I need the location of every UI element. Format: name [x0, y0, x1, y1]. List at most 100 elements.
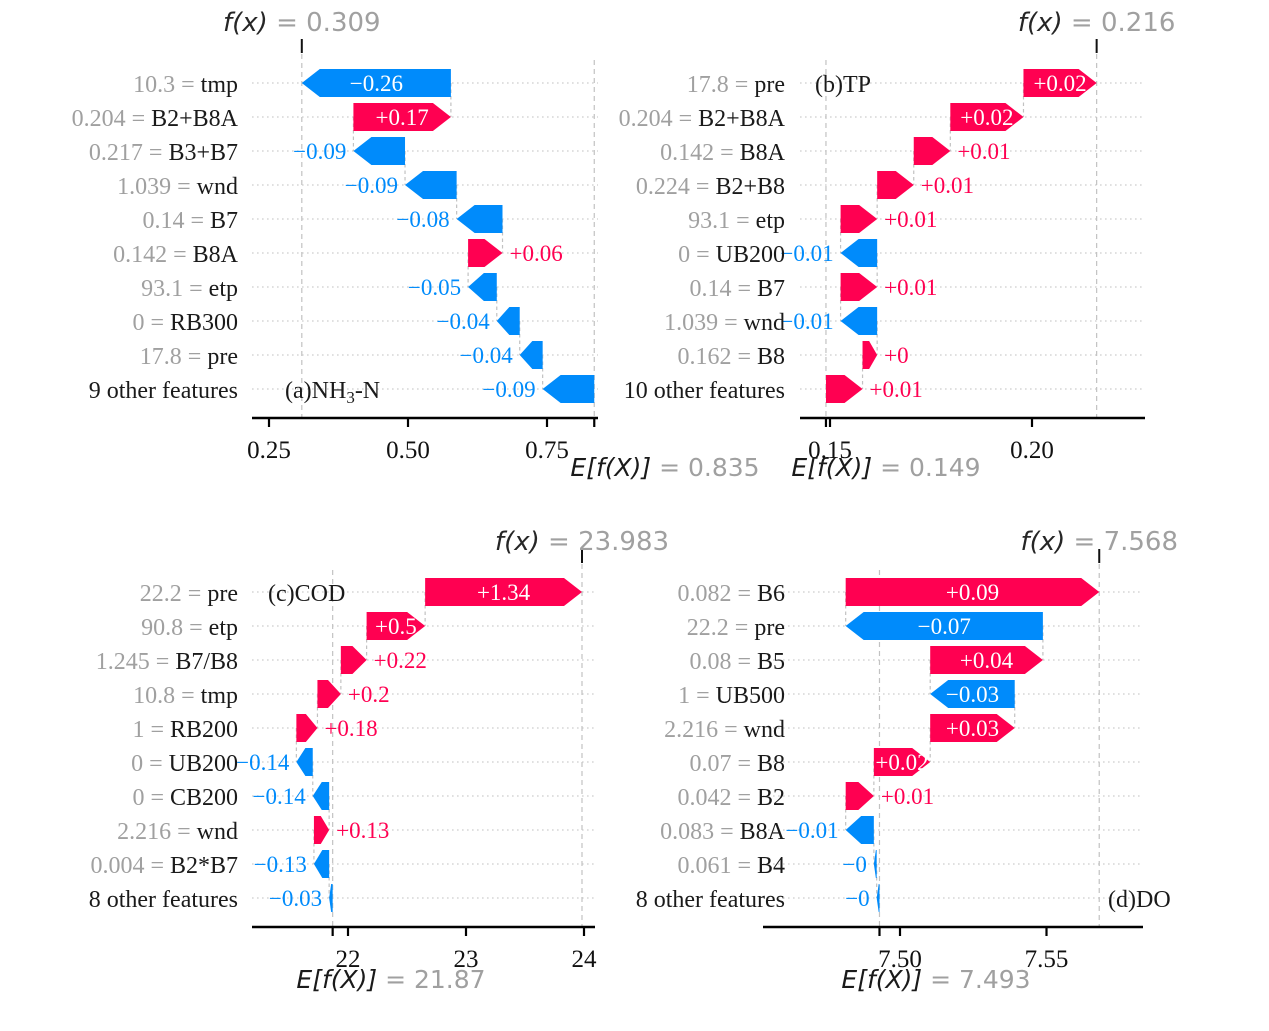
x-tick-label-c-2: 24: [572, 946, 598, 973]
bar-b-b2-b8: [877, 171, 914, 199]
bar-a-b7: [456, 205, 503, 233]
bar-value-c-b2-b7: −0.13: [254, 852, 307, 877]
feature-label-b-wnd: 1.039 = wnd: [664, 310, 785, 336]
bar-d-wnd: [930, 714, 1015, 742]
bar-value-c-pre: +1.34: [477, 580, 531, 605]
bar-d-b8a: [845, 816, 874, 844]
feature-label-c-rb200: 1 = RB200: [132, 717, 238, 743]
bar-value-c-8-other-features: −0.03: [269, 886, 322, 911]
feature-label-a-rb300: 0 = RB300: [132, 310, 238, 336]
bar-d-b4: [873, 850, 877, 878]
fx-title-a: f(x) = 0.309: [223, 8, 381, 38]
bar-d-b6: [845, 578, 1100, 606]
bar-value-a-b7: −0.08: [396, 207, 449, 232]
bar-a-b3-b7: [353, 137, 406, 165]
bar-value-a-rb300: −0.04: [437, 309, 491, 334]
bar-value-c-rb200: +0.18: [324, 716, 377, 741]
bar-d-b8: [873, 748, 931, 776]
feature-label-a-b8a: 0.142 = B8A: [113, 242, 239, 268]
bar-value-b-10-other-features: +0.01: [870, 377, 923, 402]
feature-label-a-wnd: 1.039 = wnd: [117, 174, 238, 200]
panel-label-d: (d)DO: [1108, 887, 1171, 913]
bar-value-b-b8: +0: [884, 343, 908, 368]
feature-label-a-etp: 93.1 = etp: [141, 276, 238, 302]
fx-title-d: f(x) = 7.568: [1020, 527, 1178, 557]
bar-value-d-b8: +0.02: [875, 750, 928, 775]
bar-a-b8a: [468, 239, 503, 267]
bar-value-b-b2-b8: +0.01: [921, 173, 974, 198]
bar-value-a-etp: −0.05: [408, 275, 461, 300]
feature-label-c-etp: 90.8 = etp: [141, 615, 238, 641]
bar-d-b5: [930, 646, 1043, 674]
bar-b-wnd: [840, 307, 878, 335]
bar-a-tmp: [301, 69, 451, 97]
bar-c-etp: [366, 612, 426, 640]
x-tick-label-c-0: 22: [336, 946, 361, 973]
bar-b-b7: [840, 273, 878, 301]
bar-value-a-b2-b8a: +0.17: [376, 105, 429, 130]
x-tick-label-b-0: 0.15: [808, 437, 852, 464]
bar-c-rb200: [296, 714, 318, 742]
bar-value-a-9-other-features: −0.09: [482, 377, 535, 402]
feature-label-d-wnd: 2.216 = wnd: [664, 717, 785, 743]
subplot-b: +0.02 +0.02 +0.01 +0.01 +0.01 −0.01 +0.01 −0.01…: [619, 8, 1176, 482]
bar-value-c-cb200: −0.14: [253, 784, 307, 809]
bar-value-b-b8a: +0.01: [957, 139, 1010, 164]
feature-label-a-9-other-features: 9 other features: [89, 378, 238, 404]
bar-value-a-pre: −0.04: [459, 343, 513, 368]
feature-label-c-wnd: 2.216 = wnd: [117, 819, 238, 845]
feature-label-c-8-other-features: 8 other features: [89, 887, 238, 913]
bar-value-b-b2-b8a: +0.02: [960, 105, 1013, 130]
bar-a-etp: [468, 273, 497, 301]
bar-b-pre: [1023, 69, 1097, 97]
feature-label-b-pre: 17.8 = pre: [687, 72, 785, 98]
bar-c-ub200: [296, 748, 313, 776]
bar-d-8-other-features: [876, 884, 880, 912]
bar-value-a-tmp: −0.26: [350, 71, 403, 96]
bar-value-c-b7-b8: +0.22: [374, 648, 427, 673]
feature-label-a-tmp: 10.3 = tmp: [133, 72, 238, 98]
bar-c-tmp: [317, 680, 341, 708]
bar-b-b2-b8a: [950, 103, 1024, 131]
feature-label-b-b8a: 0.142 = B8A: [660, 140, 786, 166]
feature-label-b-b2-b8: 0.224 = B2+B8: [636, 174, 785, 200]
bar-value-c-etp: +0.5: [375, 614, 417, 639]
fx-title-c: f(x) = 23.983: [495, 527, 669, 557]
feature-label-a-b7: 0.14 = B7: [142, 208, 238, 234]
feature-label-b-b2-b8a: 0.204 = B2+B8A: [619, 106, 786, 132]
expected-value-label-b: E[f(X)] = 0.149: [791, 453, 980, 482]
bar-b-ub200: [840, 239, 878, 267]
feature-label-c-tmp: 10.8 = tmp: [133, 683, 238, 709]
bar-b-b8: [862, 341, 878, 369]
x-tick-label-a-2: 0.75: [525, 437, 569, 464]
bar-value-c-ub200: −0.14: [236, 750, 290, 775]
x-tick-label-d-0: 7.50: [878, 946, 922, 973]
bar-value-a-b3-b7: −0.09: [293, 139, 346, 164]
feature-label-b-b8: 0.162 = B8: [677, 344, 785, 370]
feature-label-b-etp: 93.1 = etp: [688, 208, 785, 234]
feature-label-c-b2-b7: 0.004 = B2*B7: [90, 853, 238, 879]
feature-label-d-pre: 22.2 = pre: [687, 615, 785, 641]
expected-value-label-d: E[f(X)] = 7.493: [841, 965, 1030, 994]
bar-value-d-b6: +0.09: [946, 580, 999, 605]
bar-value-d-wnd: +0.03: [946, 716, 999, 741]
feature-label-a-b3-b7: 0.217 = B3+B7: [89, 140, 238, 166]
x-tick-label-a-0: 0.25: [247, 437, 291, 464]
bar-c-wnd: [313, 816, 330, 844]
x-tick-label-a-1: 0.50: [386, 437, 430, 464]
bar-value-d-pre: −0.07: [918, 614, 971, 639]
bar-value-d-b4: −0: [842, 852, 866, 877]
bar-d-ub500: [930, 680, 1015, 708]
feature-label-b-ub200: 0 = UB200: [678, 242, 785, 268]
x-tick-label-d-1: 7.55: [1025, 946, 1069, 973]
bar-b-10-other-features: [825, 375, 863, 403]
feature-label-b-10-other-features: 10 other features: [624, 378, 785, 404]
panel-label-a: (a)NH3-N: [285, 378, 380, 407]
feature-label-d-b2: 0.042 = B2: [677, 785, 785, 811]
bar-value-b-pre: +0.02: [1033, 71, 1086, 96]
bar-c-8-other-features: [329, 884, 333, 912]
bar-d-b2: [845, 782, 874, 810]
feature-label-c-ub200: 0 = UB200: [131, 751, 238, 777]
